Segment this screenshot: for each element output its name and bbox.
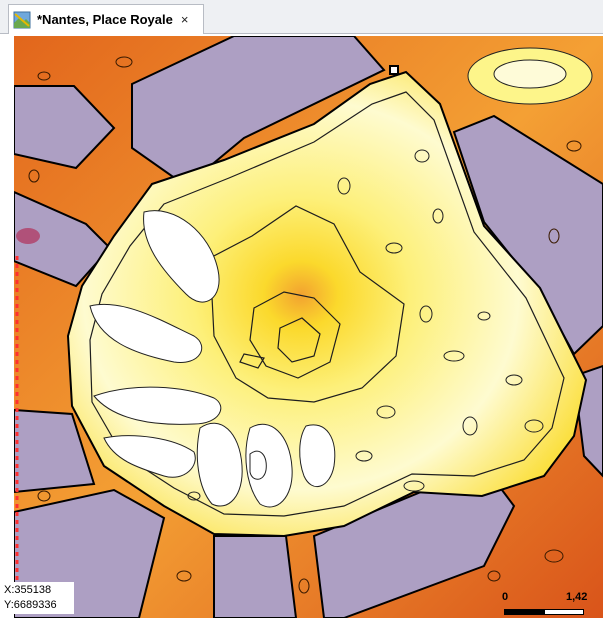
contour-line	[477, 311, 491, 321]
street-speckles	[28, 56, 582, 594]
scale-segment-light	[544, 609, 584, 615]
map-canvas[interactable]	[14, 36, 603, 618]
scale-end-label: 1,42	[566, 591, 588, 603]
contour-line	[37, 490, 51, 502]
contour-line	[524, 419, 544, 433]
contour-line	[28, 169, 40, 183]
contour-line	[299, 424, 336, 488]
contour-line	[249, 291, 341, 379]
contour-line	[505, 374, 523, 386]
tab-nantes-place-royale[interactable]: *Nantes, Place Royale ×	[8, 4, 204, 34]
marker-square[interactable]	[389, 65, 399, 75]
close-icon[interactable]: ×	[180, 12, 189, 27]
contour-line	[403, 480, 425, 492]
contour-line	[103, 435, 196, 478]
contour-line	[37, 71, 51, 81]
contour-line	[487, 570, 501, 582]
contour-line	[337, 177, 351, 195]
contour-line	[493, 59, 567, 89]
contour-line	[245, 423, 293, 508]
building	[213, 535, 298, 618]
scale-segment-dark	[504, 609, 544, 615]
map-layer-icon	[13, 11, 31, 28]
contour-line	[143, 210, 220, 303]
contour-line	[89, 91, 565, 517]
contour-line	[462, 416, 478, 436]
contour-line	[196, 422, 243, 507]
building	[14, 85, 116, 170]
contour-line	[566, 140, 582, 152]
contour-line	[298, 578, 310, 594]
contour-line	[176, 570, 192, 582]
contour-line	[419, 305, 433, 323]
building	[14, 408, 96, 494]
contour-line	[376, 405, 396, 419]
contours	[89, 91, 565, 517]
quiet-zones	[89, 210, 336, 508]
contour-speckles	[187, 149, 544, 501]
contour-line	[249, 450, 267, 480]
building	[452, 114, 603, 356]
hot-spot	[16, 228, 40, 244]
contour-line	[548, 228, 560, 244]
contour-line	[89, 304, 203, 363]
contour-line	[209, 205, 405, 403]
scale-bar: 0 1,42	[494, 587, 602, 617]
contour-line	[187, 491, 201, 501]
tab-title: *Nantes, Place Royale	[37, 12, 173, 27]
contour-line	[443, 350, 465, 362]
scale-start-label: 0	[502, 591, 509, 603]
coordinate-readout: X:355138 Y:6689336	[2, 582, 74, 614]
contour-line	[93, 386, 222, 425]
contour-line	[355, 450, 373, 462]
coord-x: X:355138	[4, 584, 52, 596]
noise-map	[14, 36, 603, 618]
contour-line	[277, 317, 321, 363]
contour-line	[414, 149, 430, 163]
contour-line	[239, 353, 265, 369]
contour-line	[385, 242, 403, 254]
contour-line	[115, 56, 133, 68]
contour-line	[432, 208, 444, 224]
contour-line	[544, 549, 564, 563]
tab-bar: *Nantes, Place Royale ×	[0, 0, 603, 34]
building	[131, 36, 386, 188]
coord-y: Y:6689336	[4, 599, 57, 611]
